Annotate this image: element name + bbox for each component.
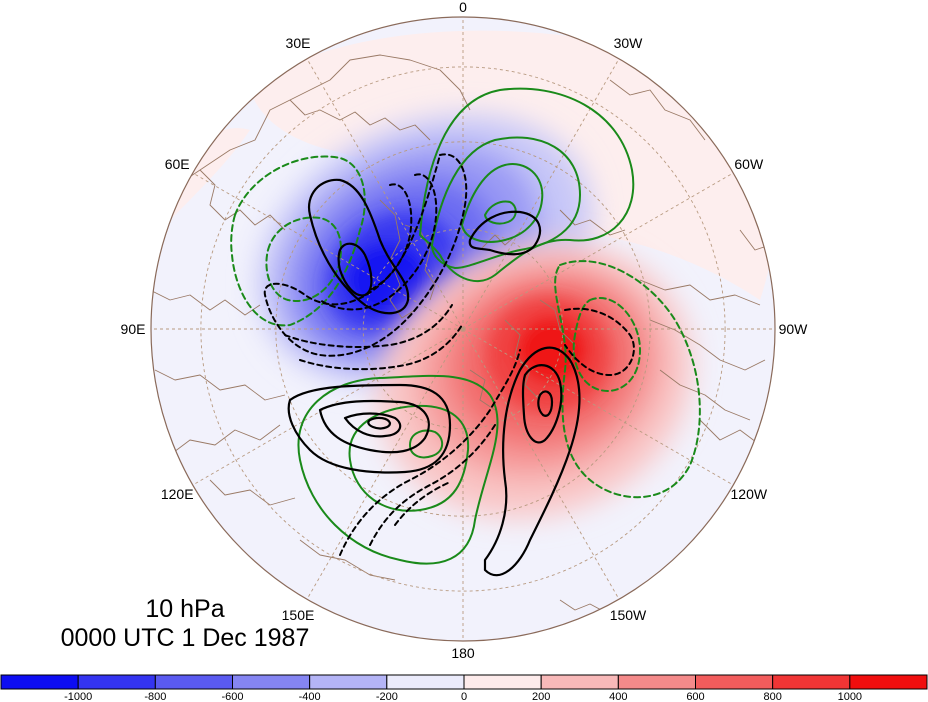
latitude-circle [200,66,726,592]
longitude-label: 30W [614,35,644,51]
contours-green-dashed [230,155,701,499]
colorbar-tick-label: 1000 [838,691,862,702]
colorbar-tick-label: 200 [532,691,550,702]
longitude-label: 120W [731,486,768,502]
colorbar-box [0,674,79,690]
meridian-line [462,328,734,486]
colorbar-box [154,674,233,690]
colorbar-tick-label: 600 [686,691,704,702]
colorbar-tick-label: 0 [461,691,467,702]
colorbar-tick-label: -200 [376,691,398,702]
colorbar-box [772,674,851,690]
longitude-label: 60E [165,156,190,172]
colorbar-tick-label: 800 [763,691,781,702]
contours-green-solid [297,87,635,565]
longitude-label: 180 [451,645,475,661]
contours-black-solid [287,178,581,577]
longitude-label: 150W [610,607,647,623]
colorbar-tick-label: -600 [221,691,243,702]
colorbar: -1000 -800 -600 -400 -200 0 200 400 600 800 1000 [0,674,928,702]
longitude-label: 30E [286,35,311,51]
colorbar-box [617,674,697,690]
contours-black-dashed [263,153,635,556]
meridian-line [462,328,620,600]
longitude-label: 150E [282,607,315,623]
valid-time-caption: 0000 UTC 1 Dec 1987 [60,624,310,652]
longitude-label: 60W [734,156,764,172]
colorbar-tick-label: -800 [144,691,166,702]
meridian-line [462,58,620,330]
pressure-level-caption: 10 hPa [145,595,225,623]
longitude-label: 0 [459,0,467,15]
meridian-line [462,172,734,330]
contours [230,87,701,577]
colorbar-box [309,674,388,690]
meridian-line [192,172,464,330]
colorbar-tick-label: -400 [299,691,321,702]
meridian-line [306,328,464,600]
colorbar-box [77,674,156,690]
colorbar-box [849,674,928,690]
longitude-labels: 0 30W 60W 90W 120W 150W 180 150E 120E 90E 60E 30E [121,0,809,661]
colorbar-box [695,674,774,690]
colorbar-boxes [0,674,928,690]
colorbar-tick-label: 400 [609,691,627,702]
longitude-label: 90W [779,321,809,337]
colorbar-tick-label: -1000 [64,691,92,702]
colorbar-labels: -1000 -800 -600 -400 -200 0 200 400 600 800 1000 [64,691,862,702]
colorbar-box [232,674,311,690]
longitude-label: 120E [161,486,194,502]
colorbar-box [540,674,619,690]
colorbar-box [463,674,542,690]
longitude-label: 90E [121,321,146,337]
polar-map: 0 30W 60W 90W 120W 150W 180 150E 120E 90E 60E 30E [121,0,809,661]
meridian-line [306,58,464,330]
colorbar-box [386,674,465,690]
map-boundary [150,16,776,642]
coastlines [151,54,775,613]
